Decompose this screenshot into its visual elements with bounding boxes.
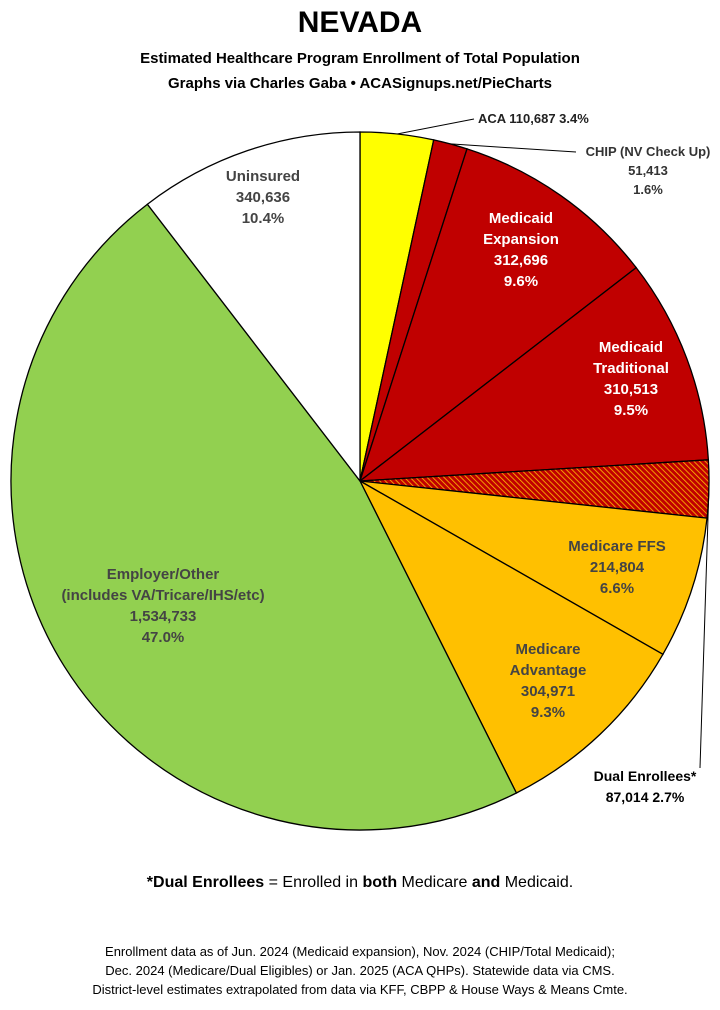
label-medicare-ffs-1: 214,804 [590,559,645,576]
label-medicare-advantage-1: Advantage [510,662,587,679]
slice-medicaid-traditional [357,266,710,482]
note-both: both [362,874,398,891]
pie-labels: ACA 110,687 3.4% CHIP (NV Check Up) 51,413… [61,111,710,805]
note-text-2: Medicare [397,874,472,891]
label-chip-nv-check-up-0: CHIP (NV Check Up) [586,144,711,159]
dual-enrollees-note: *Dual Enrollees = Enrolled in both Medic… [0,874,720,892]
leader-dual-enrollees [699,489,710,769]
label-medicaid-traditional-0: Medicaid [599,339,663,356]
pie-slices [10,131,710,831]
chart-title: NEVADA [297,6,423,39]
label-medicare-advantage-2: 304,971 [521,683,575,700]
label-medicaid-traditional-1: Traditional [593,360,669,377]
label-employer-other-0: Employer/Other [107,566,220,583]
slice-uninsured [146,131,361,483]
slice-medicare-ffs [359,480,708,656]
label-uninsured-0: Uninsured [226,168,300,185]
label-uninsured-2: 10.4% [242,210,285,227]
chart-credit: Graphs via Charles Gaba • ACASignups.net… [168,75,552,92]
label-medicaid-expansion-0: Medicaid [489,210,553,227]
label-chip-nv-check-up-2: 1.6% [633,182,663,197]
slice-medicaid-expansion [358,148,638,483]
label-medicare-advantage-3: 9.3% [531,704,565,721]
footer-line-2: Dec. 2024 (Medicare/Dual Eligibles) or J… [105,963,615,978]
chart-subtitle: Estimated Healthcare Program Enrollment … [140,50,580,67]
note-term: *Dual Enrollees [146,874,265,891]
note-and: and [471,874,501,891]
leader-aca [396,118,475,135]
label-employer-other-1: (includes VA/Tricare/IHS/etc) [61,587,264,604]
label-medicaid-traditional-3: 9.5% [614,402,648,419]
footer-line-1: Enrollment data as of Jun. 2024 (Medicai… [105,944,615,959]
label-dual-enrollees-1: 87,014 2.7% [606,789,685,805]
slice-medicare-advantage [358,479,664,794]
label-medicaid-expansion-2: 312,696 [494,252,548,269]
label-uninsured-1: 340,636 [236,189,290,206]
leader-chip-nv-check-up [450,143,577,153]
label-employer-other-3: 47.0% [142,629,185,646]
pie-chart: ACA 110,687 3.4% CHIP (NV Check Up) 51,413… [10,111,710,831]
label-medicare-ffs-0: Medicare FFS [568,538,666,555]
label-medicare-ffs-2: 6.6% [600,580,634,597]
label-chip-nv-check-up-1: 51,413 [628,163,668,178]
label-employer-other-2: 1,534,733 [130,608,197,625]
label-dual-enrollees-0: Dual Enrollees* [594,768,697,784]
slice-employer-other [10,203,518,831]
label-medicaid-traditional-2: 310,513 [604,381,658,398]
note-text-3: Medicaid. [500,874,574,891]
label-aca-0: ACA 110,687 3.4% [478,111,589,126]
label-medicare-advantage-0: Medicare [515,641,580,658]
label-medicaid-expansion-3: 9.6% [504,273,538,290]
note-text-1: = Enrolled in [264,874,363,891]
footer-line-3: District-level estimates extrapolated fr… [92,982,628,997]
label-medicaid-expansion-1: Expansion [483,231,559,248]
